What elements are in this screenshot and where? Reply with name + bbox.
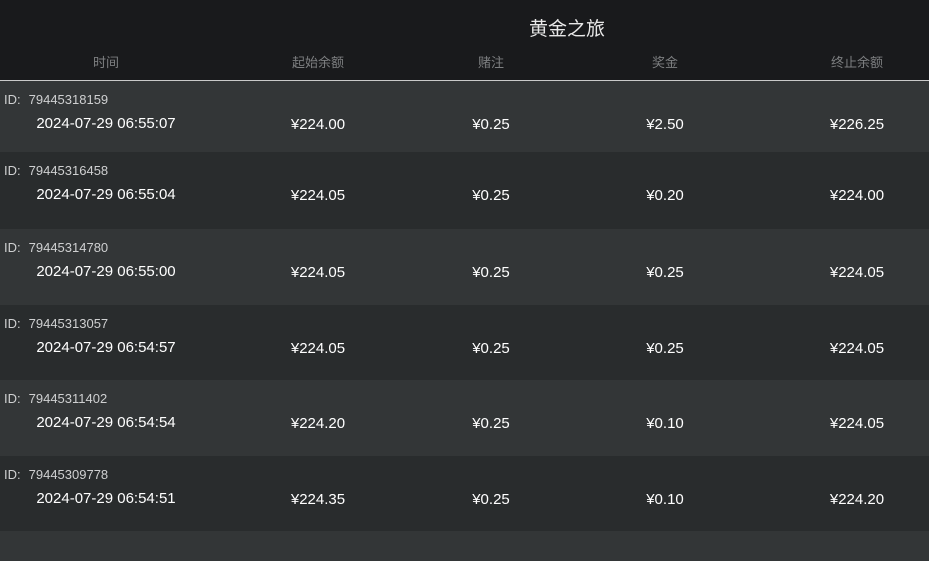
end-balance-cell: ¥226.25 [829, 116, 885, 133]
end-balance-cell: ¥224.05 [829, 264, 885, 281]
start-balance-cell: ¥224.05 [290, 187, 346, 204]
id-value: 79445314780 [28, 240, 109, 255]
prize-cell: ¥0.10 [646, 491, 684, 508]
time-cell: 2024-07-29 06:55:00 [36, 263, 176, 280]
round-id: ID: 79445313057 [4, 316, 108, 331]
bet-cell: ¥0.25 [472, 116, 510, 133]
round-id: ID: 79445314780 [4, 240, 108, 255]
bet-cell: ¥0.25 [472, 415, 510, 432]
start-balance-cell: ¥224.05 [290, 264, 346, 281]
bet-cell: ¥0.25 [472, 187, 510, 204]
id-value: 79445311402 [28, 391, 108, 406]
round-id: ID: 79445318159 [4, 92, 108, 107]
start-balance-cell: ¥224.20 [290, 415, 346, 432]
end-balance-cell: ¥224.20 [829, 491, 885, 508]
table-row[interactable]: ID: 79445316458 2024-07-29 06:55:04 ¥224.05… [0, 152, 929, 229]
column-header-end-balance: 终止余额 [830, 55, 883, 70]
bet-cell: ¥0.25 [472, 264, 510, 281]
table-row[interactable]: ID: 79445313057 2024-07-29 06:54:57 ¥224.05… [0, 305, 929, 380]
round-id: ID: 79445316458 [4, 163, 108, 178]
id-label: ID: [4, 391, 21, 406]
start-balance-cell: ¥224.35 [290, 491, 346, 508]
prize-cell: ¥0.25 [646, 264, 684, 281]
id-label: ID: [4, 467, 21, 482]
prize-cell: ¥0.10 [646, 415, 684, 432]
id-value: 79445318159 [28, 92, 109, 107]
prize-cell: ¥2.50 [646, 116, 684, 133]
column-header-start-balance: 起始余额 [291, 55, 344, 70]
table-row[interactable]: ID: 79445309778 2024-07-29 06:54:51 ¥224.35… [0, 456, 929, 531]
time-cell: 2024-07-29 06:55:07 [36, 115, 176, 132]
list-filler [0, 531, 929, 561]
table-row[interactable]: ID: 79445311402 2024-07-29 06:54:54 ¥224.20… [0, 380, 929, 456]
start-balance-cell: ¥224.00 [290, 116, 346, 133]
end-balance-cell: ¥224.00 [829, 187, 885, 204]
column-header-bet: 赌注 [477, 55, 504, 70]
id-label: ID: [4, 92, 21, 107]
end-balance-cell: ¥224.05 [829, 415, 885, 432]
id-value: 79445316458 [28, 163, 109, 178]
round-id: ID: 79445311402 [4, 391, 107, 406]
id-value: 79445309778 [28, 467, 109, 482]
time-cell: 2024-07-29 06:55:04 [36, 186, 176, 203]
column-header-time: 时间 [92, 55, 119, 70]
id-value: 79445313057 [28, 316, 109, 331]
round-id: ID: 79445309778 [4, 467, 108, 482]
end-balance-cell: ¥224.05 [829, 340, 885, 357]
time-cell: 2024-07-29 06:54:51 [36, 490, 176, 507]
prize-cell: ¥0.25 [646, 340, 684, 357]
id-label: ID: [4, 163, 21, 178]
bet-cell: ¥0.25 [472, 340, 510, 357]
id-label: ID: [4, 316, 21, 331]
start-balance-cell: ¥224.05 [290, 340, 346, 357]
page-title: 黄金之旅 [528, 19, 605, 40]
time-cell: 2024-07-29 06:54:57 [36, 339, 176, 356]
id-label: ID: [4, 240, 21, 255]
prize-cell: ¥0.20 [646, 187, 684, 204]
bet-cell: ¥0.25 [472, 491, 510, 508]
column-header-prize: 奖金 [651, 55, 678, 70]
time-cell: 2024-07-29 06:54:54 [36, 414, 176, 431]
table-row[interactable]: ID: 79445314780 2024-07-29 06:55:00 ¥224.05… [0, 229, 929, 305]
table-row[interactable]: ID: 79445318159 2024-07-29 06:55:07 ¥224.00… [0, 80, 929, 153]
